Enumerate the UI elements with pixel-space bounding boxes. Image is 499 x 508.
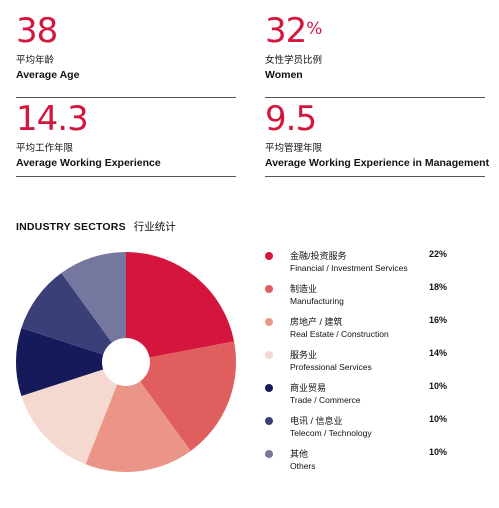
stat-label-zh: 女性学员比例 — [265, 55, 323, 66]
legend-label-zh: 制造业 — [290, 284, 318, 294]
section-title-zh: 行业统计 — [133, 221, 176, 233]
legend-value: 10% — [429, 414, 448, 424]
section-title: INDUSTRY SECTORS 行业统计 — [16, 219, 176, 234]
legend-item: 商业贸易 Trade / Commerce 10% — [263, 381, 463, 414]
legend-label-zh: 商业贸易 — [290, 383, 327, 393]
divider — [265, 97, 485, 98]
donut-hole — [102, 338, 150, 386]
divider — [16, 97, 236, 98]
stat-label-en: Average Age — [16, 69, 80, 81]
legend-label-en: Real Estate / Construction — [290, 329, 389, 339]
legend-swatch — [265, 417, 273, 425]
stat-value: 9.5 — [265, 99, 317, 139]
stat-label-en: Average Working Experience — [16, 157, 161, 169]
legend-swatch — [265, 252, 273, 260]
legend-swatch — [265, 285, 273, 293]
stat-label-zh: 平均年龄 — [16, 55, 55, 66]
legend-label-en: Trade / Commerce — [290, 395, 361, 405]
legend-label-zh: 其他 — [290, 449, 309, 459]
divider — [265, 176, 485, 177]
pie-slice-2 — [85, 362, 191, 472]
legend-value: 14% — [429, 348, 448, 358]
legend-swatch — [265, 318, 273, 326]
pie-slice-0 — [126, 252, 235, 362]
legend-value: 16% — [429, 315, 448, 325]
stat-value: 38 — [16, 11, 58, 51]
stat-label-en: Women — [265, 69, 303, 81]
legend-swatch — [265, 351, 273, 359]
stat-value: 14.3 — [16, 99, 89, 139]
stat-value: 32% — [265, 11, 322, 51]
stat-label-en: Average Working Experience in Management — [265, 157, 490, 169]
stat-average-age: 38 平均年龄 Average Age — [16, 11, 236, 98]
legend-value: 10% — [429, 447, 448, 457]
legend-label-en: Telecom / Technology — [290, 428, 372, 438]
stat-label-zh: 平均管理年限 — [265, 143, 323, 154]
stat-label-zh: 平均工作年限 — [16, 143, 74, 154]
pie-slice-4 — [16, 328, 127, 396]
legend-value: 10% — [429, 381, 448, 391]
industry-pie-chart — [16, 252, 236, 472]
chart-legend: 金融/投资服务 Financial / Investment Services 22… — [263, 249, 463, 480]
legend-value: 22% — [429, 249, 448, 259]
legend-label-zh: 服务业 — [290, 350, 318, 360]
legend-swatch — [265, 384, 273, 392]
legend-label-en: Manufacturing — [290, 296, 344, 306]
legend-item: 制造业 Manufacturing 18% — [263, 282, 463, 315]
legend-value: 18% — [429, 282, 448, 292]
legend-label-en: Professional Services — [290, 362, 372, 372]
stat-management-experience: 9.5 平均管理年限 Average Working Experience in… — [265, 99, 490, 177]
legend-item: 房地产 / 建筑 Real Estate / Construction 16% — [263, 315, 463, 348]
divider — [16, 176, 236, 177]
pie-slice-3 — [21, 362, 127, 465]
stat-women: 32% 女性学员比例 Women — [265, 11, 485, 98]
section-title-en: INDUSTRY SECTORS — [16, 221, 126, 233]
pie-slice-6 — [61, 252, 126, 362]
legend-label-en: Others — [290, 461, 316, 471]
pie-slice-5 — [21, 273, 127, 362]
legend-item: 服务业 Professional Services 14% — [263, 348, 463, 381]
stat-working-experience: 14.3 平均工作年限 Average Working Experience — [16, 99, 236, 177]
legend-label-en: Financial / Investment Services — [290, 263, 408, 273]
legend-item: 金融/投资服务 Financial / Investment Services 22… — [263, 249, 463, 282]
legend-item: 其他 Others 10% — [263, 447, 463, 480]
pie-slice-1 — [126, 341, 236, 451]
legend-item: 电讯 / 信息业 Telecom / Technology 10% — [263, 414, 463, 447]
legend-label-zh: 金融/投资服务 — [290, 251, 347, 261]
legend-swatch — [265, 450, 273, 458]
legend-label-zh: 房地产 / 建筑 — [290, 317, 343, 327]
legend-label-zh: 电讯 / 信息业 — [290, 416, 343, 426]
